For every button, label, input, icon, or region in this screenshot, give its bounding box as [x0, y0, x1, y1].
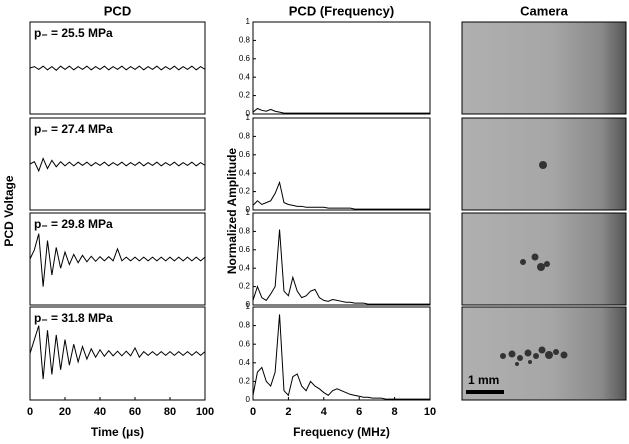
x-tick-label: 6 — [356, 406, 362, 418]
y-tick-label: 1 — [246, 17, 251, 26]
bubble — [539, 161, 547, 169]
x-tick-label: 4 — [321, 406, 328, 418]
x-axis-label: Frequency (MHz) — [293, 425, 390, 439]
signal-line — [252, 229, 430, 305]
x-tick-label: 0 — [27, 406, 33, 418]
pressure-label: p₋ = 29.8 MPa — [34, 217, 113, 231]
y-tick-label: 0.6 — [239, 245, 251, 254]
y-tick-label: 0.4 — [239, 358, 251, 367]
pressure-label: p₋ = 27.4 MPa — [34, 122, 113, 136]
pressure-label: p₋ = 25.5 MPa — [34, 26, 113, 40]
y-tick-label: 0.2 — [239, 187, 251, 196]
pressure-label: p₋ = 31.8 MPa — [34, 311, 113, 325]
y-tick-label: 0.8 — [239, 321, 251, 330]
y-tick-label: 1 — [246, 302, 251, 311]
y-tick-label: 0.8 — [239, 227, 251, 236]
y-tick-label: 1 — [246, 208, 251, 217]
y-tick-label: 0.4 — [239, 263, 251, 272]
signal-line — [252, 107, 430, 114]
y-tick-label: 0.6 — [239, 150, 251, 159]
camera-title: Camera — [520, 3, 568, 18]
plot-frame — [252, 212, 431, 306]
x-tick-label: 60 — [129, 406, 141, 418]
plot-frame — [252, 306, 431, 401]
scale-bar-label: 1 mm — [468, 373, 499, 387]
y-tick-label: 0.6 — [239, 54, 251, 63]
camera-image — [461, 212, 627, 306]
y-tick-label: 0 — [246, 300, 251, 309]
signal-line — [29, 233, 206, 287]
y-tick-label: 0.8 — [239, 132, 251, 141]
bubbles — [520, 253, 550, 271]
y-tick-label: 0.2 — [239, 282, 251, 291]
plot-frame — [252, 117, 431, 211]
x-tick-label: 40 — [94, 406, 106, 418]
y-tick-label: 0.8 — [239, 36, 251, 45]
y-tick-label: 0 — [246, 205, 251, 214]
x-tick-label: 0 — [250, 406, 256, 418]
y-tick-label: 0 — [246, 395, 251, 404]
y-tick-label: 0.4 — [239, 168, 251, 177]
y-axis-label: PCD Voltage — [2, 175, 16, 246]
y-tick-label: 0.2 — [239, 377, 251, 386]
x-axis-label: Time (μs) — [91, 425, 144, 439]
signal-line — [252, 314, 430, 400]
x-tick-label: 2 — [285, 406, 291, 418]
column-title: PCD (Frequency) — [289, 3, 394, 18]
camera-image — [461, 21, 627, 115]
x-tick-label: 100 — [196, 406, 214, 418]
signal-line — [29, 325, 206, 380]
x-tick-label: 10 — [424, 406, 436, 418]
bubbles — [500, 346, 568, 366]
y-tick-label: 0.6 — [239, 339, 251, 348]
x-tick-label: 20 — [59, 406, 71, 418]
column-title: PCD — [104, 3, 131, 18]
signal-line — [29, 65, 206, 71]
camera-image — [461, 306, 627, 401]
signal-line — [252, 180, 430, 210]
signal-line — [29, 157, 206, 173]
y-axis-label: Normalized Amplitude — [225, 148, 239, 275]
y-tick-label: 0.2 — [239, 91, 251, 100]
camera-column: Camera 1 mm — [461, 3, 627, 401]
x-tick-label: 8 — [392, 406, 398, 418]
y-tick-label: 1 — [246, 113, 251, 122]
y-tick-label: 0 — [246, 109, 251, 118]
y-tick-label: 0.4 — [239, 72, 251, 81]
plot-frame — [252, 21, 431, 115]
x-tick-label: 80 — [164, 406, 176, 418]
scale-bar — [466, 390, 504, 394]
